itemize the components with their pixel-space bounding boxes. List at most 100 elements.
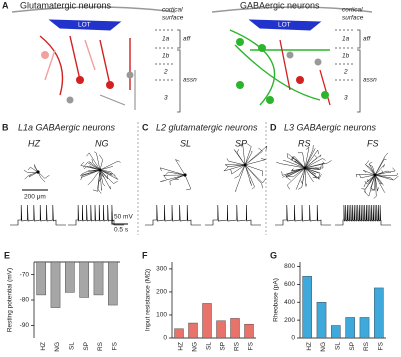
y-tick-label: 100 <box>156 312 167 319</box>
panel-letter: D <box>270 122 277 132</box>
neuron-morphology <box>355 152 399 199</box>
panel-letter: A <box>2 0 9 10</box>
scale-label: 0.5 s <box>114 227 129 234</box>
x-tick-label: RS <box>97 341 104 351</box>
y-tick-label: 0 <box>163 335 167 342</box>
bar <box>108 261 118 306</box>
layer-label: 2 <box>163 69 168 76</box>
soma <box>183 173 187 177</box>
y-tick-label: 0 <box>291 335 295 342</box>
y-tick-label: 200 <box>156 289 167 296</box>
y-tick-label: 400 <box>284 299 295 306</box>
bar <box>36 261 46 296</box>
panel-letter: B <box>2 122 9 132</box>
panel-title: Glutamatergic neurons <box>20 0 112 10</box>
soma <box>243 163 247 167</box>
surface-label: cortical <box>342 7 363 14</box>
bar <box>216 320 226 339</box>
panel-letter: F <box>142 250 148 260</box>
bar <box>359 317 370 339</box>
spike-trace <box>68 204 124 226</box>
diagram-a <box>11 6 373 113</box>
neuron-morphology <box>159 159 192 191</box>
spike-trace <box>335 204 391 226</box>
panel-title: GABAergic neurons <box>240 0 320 10</box>
spike-trace <box>205 204 261 226</box>
layer-label: 1b <box>162 53 170 60</box>
cell-label: FS <box>367 138 379 148</box>
x-tick-label: HZ <box>178 342 185 351</box>
bar <box>374 287 384 339</box>
bar <box>50 261 61 308</box>
y-tick-label: -90 <box>20 322 30 329</box>
pathway-label: assn <box>183 77 197 84</box>
bar <box>230 318 240 339</box>
y-tick-label: -80 <box>20 297 30 304</box>
scale-label: 50 mV <box>114 214 133 221</box>
x-tick-label: SP <box>83 342 90 351</box>
soma <box>303 166 307 170</box>
panel-title: L1a GABAergic neurons <box>18 122 116 132</box>
layer-label: 2 <box>343 69 348 76</box>
panel-letter: C <box>142 122 149 132</box>
pathway-label: aff <box>183 36 191 43</box>
x-tick-label: SL <box>69 342 76 350</box>
layer-label: 1a <box>342 36 350 43</box>
bar <box>345 317 355 339</box>
neuron-morphology <box>80 151 121 194</box>
x-tick-label: RS <box>363 341 370 351</box>
bar <box>244 323 254 339</box>
y-axis-title: Rheobase (pA) <box>273 278 280 322</box>
voltage-traces <box>10 204 391 226</box>
cell-label: SL <box>180 138 191 148</box>
x-tick-label: NG <box>320 342 327 352</box>
x-tick-label: FS <box>378 341 385 350</box>
y-tick-label: 800 <box>284 263 295 270</box>
surface-label: surface <box>342 15 364 22</box>
cell-label: RS <box>298 138 311 148</box>
bar <box>302 276 312 339</box>
cell-label: SP <box>235 138 247 148</box>
soma <box>373 173 377 177</box>
bar <box>188 322 198 339</box>
morphologies <box>23 143 399 199</box>
x-tick-label: NG <box>192 342 199 352</box>
bar <box>202 303 212 339</box>
spike-trace <box>275 204 331 226</box>
pathway-label: aff <box>363 36 371 43</box>
layer-label: 1a <box>162 36 170 43</box>
soma <box>98 168 102 172</box>
bar <box>174 328 184 339</box>
x-tick-label: RS <box>234 341 241 351</box>
panel-title: L2 glutamatergic neurons <box>156 122 258 132</box>
neuron-morphology <box>23 164 50 183</box>
cell-label: NG <box>95 138 109 148</box>
layer-label: 3 <box>164 95 168 102</box>
x-tick-label: FS <box>112 341 119 350</box>
cell-label: HZ <box>28 138 40 148</box>
neuron-morphology <box>223 143 268 192</box>
surface-label: surface <box>162 15 184 22</box>
lot-label: LOT <box>78 22 91 29</box>
bar <box>79 261 89 298</box>
spike-trace <box>10 204 66 226</box>
pathway-label: assn <box>363 77 377 84</box>
bar <box>65 261 75 293</box>
x-tick-label: HZ <box>306 342 313 351</box>
bar <box>93 261 104 296</box>
soma <box>36 170 40 174</box>
bar <box>316 302 327 339</box>
lot-label: LOT <box>278 22 291 29</box>
y-tick-label: 600 <box>284 281 295 288</box>
x-tick-label: SP <box>349 342 356 351</box>
y-axis-title: Input resistance (MΩ) <box>145 269 152 331</box>
y-tick-label: 200 <box>284 317 295 324</box>
panel-letter: E <box>4 250 10 260</box>
y-tick-label: 300 <box>156 266 167 273</box>
y-axis-title: Resting potential (mV) <box>7 268 14 332</box>
spike-trace <box>145 204 201 226</box>
x-tick-label: SL <box>335 342 342 350</box>
surface-label: cortical <box>162 7 183 14</box>
x-tick-label: SL <box>206 342 213 350</box>
x-tick-label: SP <box>220 342 227 351</box>
